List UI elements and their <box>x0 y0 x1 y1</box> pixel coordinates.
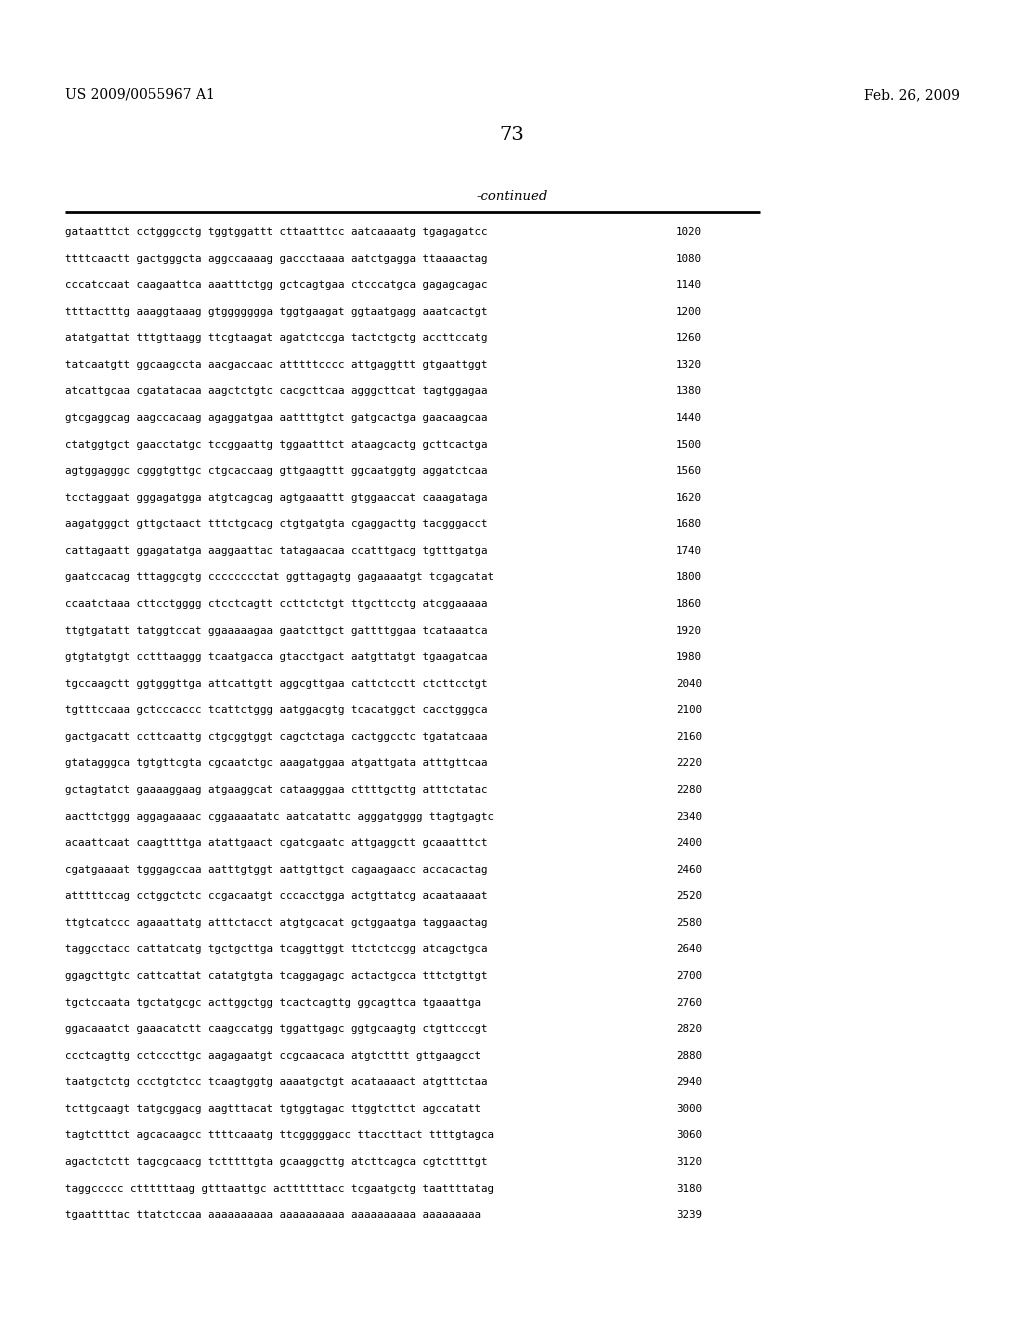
Text: atttttccag cctggctctc ccgacaatgt cccacctgga actgttatcg acaataaaat: atttttccag cctggctctc ccgacaatgt cccacct… <box>65 891 487 902</box>
Text: ctatggtgct gaacctatgc tccggaattg tggaatttct ataagcactg gcttcactga: ctatggtgct gaacctatgc tccggaattg tggaatt… <box>65 440 487 450</box>
Text: ttttactttg aaaggtaaag gtggggggga tggtgaagat ggtaatgagg aaatcactgt: ttttactttg aaaggtaaag gtggggggga tggtgaa… <box>65 306 487 317</box>
Text: 1920: 1920 <box>676 626 702 635</box>
Text: cgatgaaaat tgggagccaa aatttgtggt aattgttgct cagaagaacc accacactag: cgatgaaaat tgggagccaa aatttgtggt aattgtt… <box>65 865 487 875</box>
Text: 3239: 3239 <box>676 1210 702 1220</box>
Text: tgaattttac ttatctccaa aaaaaaaaaa aaaaaaaaaa aaaaaaaaaa aaaaaaaaa: tgaattttac ttatctccaa aaaaaaaaaa aaaaaaa… <box>65 1210 481 1220</box>
Text: aacttctggg aggagaaaac cggaaaatatc aatcatattc agggatgggg ttagtgagtc: aacttctggg aggagaaaac cggaaaatatc aatcat… <box>65 812 494 821</box>
Text: 2220: 2220 <box>676 759 702 768</box>
Text: 3000: 3000 <box>676 1104 702 1114</box>
Text: 73: 73 <box>500 125 524 144</box>
Text: 2880: 2880 <box>676 1051 702 1061</box>
Text: 2280: 2280 <box>676 785 702 795</box>
Text: 1860: 1860 <box>676 599 702 609</box>
Text: 1320: 1320 <box>676 360 702 370</box>
Text: agtggagggc cgggtgttgc ctgcaccaag gttgaagttt ggcaatggtg aggatctcaa: agtggagggc cgggtgttgc ctgcaccaag gttgaag… <box>65 466 487 477</box>
Text: tgccaagctt ggtgggttga attcattgtt aggcgttgaa cattctcctt ctcttcctgt: tgccaagctt ggtgggttga attcattgtt aggcgtt… <box>65 678 487 689</box>
Text: 2940: 2940 <box>676 1077 702 1088</box>
Text: ttgtcatccc agaaattatg atttctacct atgtgcacat gctggaatga taggaactag: ttgtcatccc agaaattatg atttctacct atgtgca… <box>65 917 487 928</box>
Text: 1200: 1200 <box>676 306 702 317</box>
Text: 1440: 1440 <box>676 413 702 422</box>
Text: 1980: 1980 <box>676 652 702 663</box>
Text: 2160: 2160 <box>676 731 702 742</box>
Text: US 2009/0055967 A1: US 2009/0055967 A1 <box>65 88 215 102</box>
Text: agactctctt tagcgcaacg tctttttgta gcaaggcttg atcttcagca cgtcttttgt: agactctctt tagcgcaacg tctttttgta gcaaggc… <box>65 1156 487 1167</box>
Text: 1080: 1080 <box>676 253 702 264</box>
Text: ttttcaactt gactgggcta aggccaaaag gaccctaaaa aatctgagga ttaaaactag: ttttcaactt gactgggcta aggccaaaag gacccta… <box>65 253 487 264</box>
Text: 2100: 2100 <box>676 705 702 715</box>
Text: 2460: 2460 <box>676 865 702 875</box>
Text: -continued: -continued <box>476 190 548 203</box>
Text: ggagcttgtc cattcattat catatgtgta tcaggagagc actactgcca tttctgttgt: ggagcttgtc cattcattat catatgtgta tcaggag… <box>65 972 487 981</box>
Text: taggccccc cttttttaag gtttaattgc acttttttacc tcgaatgctg taattttatag: taggccccc cttttttaag gtttaattgc actttttt… <box>65 1184 494 1193</box>
Text: 2580: 2580 <box>676 917 702 928</box>
Text: tagtctttct agcacaagcc ttttcaaatg ttcgggggacc ttaccttact ttttgtagca: tagtctttct agcacaagcc ttttcaaatg ttcgggg… <box>65 1130 494 1140</box>
Text: ggacaaatct gaaacatctt caagccatgg tggattgagc ggtgcaagtg ctgttcccgt: ggacaaatct gaaacatctt caagccatgg tggattg… <box>65 1024 487 1034</box>
Text: cccatccaat caagaattca aaatttctgg gctcagtgaa ctcccatgca gagagcagac: cccatccaat caagaattca aaatttctgg gctcagt… <box>65 280 487 290</box>
Text: gtcgaggcag aagccacaag agaggatgaa aattttgtct gatgcactga gaacaagcaa: gtcgaggcag aagccacaag agaggatgaa aattttg… <box>65 413 487 422</box>
Text: ccctcagttg cctcccttgc aagagaatgt ccgcaacaca atgtctttt gttgaagcct: ccctcagttg cctcccttgc aagagaatgt ccgcaac… <box>65 1051 481 1061</box>
Text: 2700: 2700 <box>676 972 702 981</box>
Text: gtgtatgtgt cctttaaggg tcaatgacca gtacctgact aatgttatgt tgaagatcaa: gtgtatgtgt cctttaaggg tcaatgacca gtacctg… <box>65 652 487 663</box>
Text: 1140: 1140 <box>676 280 702 290</box>
Text: taatgctctg ccctgtctcc tcaagtggtg aaaatgctgt acataaaact atgtttctaa: taatgctctg ccctgtctcc tcaagtggtg aaaatgc… <box>65 1077 487 1088</box>
Text: 1620: 1620 <box>676 492 702 503</box>
Text: tgctccaata tgctatgcgc acttggctgg tcactcagttg ggcagttca tgaaattga: tgctccaata tgctatgcgc acttggctgg tcactca… <box>65 998 481 1007</box>
Text: atcattgcaa cgatatacaa aagctctgtc cacgcttcaa agggcttcat tagtggagaa: atcattgcaa cgatatacaa aagctctgtc cacgctt… <box>65 387 487 396</box>
Text: tatcaatgtt ggcaagccta aacgaccaac atttttcccc attgaggttt gtgaattggt: tatcaatgtt ggcaagccta aacgaccaac atttttc… <box>65 360 487 370</box>
Text: acaattcaat caagttttga atattgaact cgatcgaatc attgaggctt gcaaatttct: acaattcaat caagttttga atattgaact cgatcga… <box>65 838 487 849</box>
Text: 1020: 1020 <box>676 227 702 238</box>
Text: 1500: 1500 <box>676 440 702 450</box>
Text: 2520: 2520 <box>676 891 702 902</box>
Text: 2040: 2040 <box>676 678 702 689</box>
Text: gtatagggca tgtgttcgta cgcaatctgc aaagatggaa atgattgata atttgttcaa: gtatagggca tgtgttcgta cgcaatctgc aaagatg… <box>65 759 487 768</box>
Text: 1380: 1380 <box>676 387 702 396</box>
Text: gactgacatt ccttcaattg ctgcggtggt cagctctaga cactggcctc tgatatcaaa: gactgacatt ccttcaattg ctgcggtggt cagctct… <box>65 731 487 742</box>
Text: 3060: 3060 <box>676 1130 702 1140</box>
Text: aagatgggct gttgctaact tttctgcacg ctgtgatgta cgaggacttg tacgggacct: aagatgggct gttgctaact tttctgcacg ctgtgat… <box>65 519 487 529</box>
Text: tgtttccaaa gctcccaccc tcattctggg aatggacgtg tcacatggct cacctgggca: tgtttccaaa gctcccaccc tcattctggg aatggac… <box>65 705 487 715</box>
Text: 3180: 3180 <box>676 1184 702 1193</box>
Text: 1560: 1560 <box>676 466 702 477</box>
Text: 2400: 2400 <box>676 838 702 849</box>
Text: 3120: 3120 <box>676 1156 702 1167</box>
Text: 2760: 2760 <box>676 998 702 1007</box>
Text: Feb. 26, 2009: Feb. 26, 2009 <box>864 88 961 102</box>
Text: 2640: 2640 <box>676 944 702 954</box>
Text: ccaatctaaa cttcctgggg ctcctcagtt ccttctctgt ttgcttcctg atcggaaaaa: ccaatctaaa cttcctgggg ctcctcagtt ccttctc… <box>65 599 487 609</box>
Text: tcctaggaat gggagatgga atgtcagcag agtgaaattt gtggaaccat caaagataga: tcctaggaat gggagatgga atgtcagcag agtgaaa… <box>65 492 487 503</box>
Text: ttgtgatatt tatggtccat ggaaaaagaa gaatcttgct gattttggaa tcataaatca: ttgtgatatt tatggtccat ggaaaaagaa gaatctt… <box>65 626 487 635</box>
Text: gctagtatct gaaaaggaag atgaaggcat cataagggaa cttttgcttg atttctatac: gctagtatct gaaaaggaag atgaaggcat cataagg… <box>65 785 487 795</box>
Text: 1740: 1740 <box>676 546 702 556</box>
Text: atatgattat tttgttaagg ttcgtaagat agatctccga tactctgctg accttccatg: atatgattat tttgttaagg ttcgtaagat agatctc… <box>65 333 487 343</box>
Text: 1800: 1800 <box>676 573 702 582</box>
Text: 1680: 1680 <box>676 519 702 529</box>
Text: 1260: 1260 <box>676 333 702 343</box>
Text: gaatccacag tttaggcgtg cccccccctat ggttagagtg gagaaaatgt tcgagcatat: gaatccacag tttaggcgtg cccccccctat ggttag… <box>65 573 494 582</box>
Text: 2340: 2340 <box>676 812 702 821</box>
Text: gataatttct cctgggcctg tggtggattt cttaatttcc aatcaaaatg tgagagatcc: gataatttct cctgggcctg tggtggattt cttaatt… <box>65 227 487 238</box>
Text: tcttgcaagt tatgcggacg aagtttacat tgtggtagac ttggtcttct agccatatt: tcttgcaagt tatgcggacg aagtttacat tgtggta… <box>65 1104 481 1114</box>
Text: 2820: 2820 <box>676 1024 702 1034</box>
Text: taggcctacc cattatcatg tgctgcttga tcaggttggt ttctctccgg atcagctgca: taggcctacc cattatcatg tgctgcttga tcaggtt… <box>65 944 487 954</box>
Text: cattagaatt ggagatatga aaggaattac tatagaacaa ccatttgacg tgtttgatga: cattagaatt ggagatatga aaggaattac tatagaa… <box>65 546 487 556</box>
